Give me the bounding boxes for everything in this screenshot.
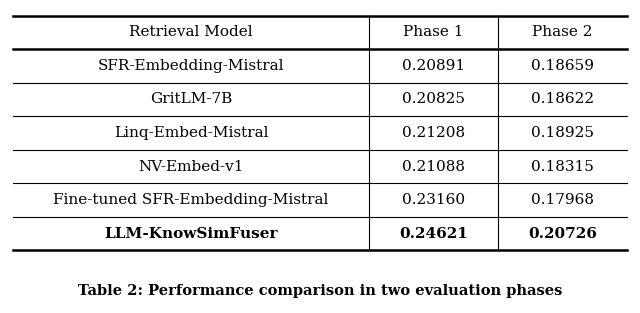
Text: GritLM-7B: GritLM-7B	[150, 92, 232, 106]
Text: LLM-KnowSimFuser: LLM-KnowSimFuser	[104, 227, 278, 241]
Text: 0.18315: 0.18315	[531, 160, 594, 174]
Text: Phase 2: Phase 2	[532, 25, 593, 39]
Text: 0.21208: 0.21208	[402, 126, 465, 140]
Text: Linq-Embed-Mistral: Linq-Embed-Mistral	[114, 126, 268, 140]
Text: Table 2: Performance comparison in two evaluation phases: Table 2: Performance comparison in two e…	[78, 284, 562, 298]
Text: 0.18659: 0.18659	[531, 59, 594, 73]
Text: 0.17968: 0.17968	[531, 193, 594, 207]
Text: SFR-Embedding-Mistral: SFR-Embedding-Mistral	[98, 59, 284, 73]
Text: 0.18925: 0.18925	[531, 126, 594, 140]
Text: 0.18622: 0.18622	[531, 92, 595, 106]
Text: 0.21088: 0.21088	[402, 160, 465, 174]
Text: 0.24621: 0.24621	[399, 227, 468, 241]
Text: Phase 1: Phase 1	[403, 25, 464, 39]
Text: 0.23160: 0.23160	[402, 193, 465, 207]
Text: Fine-tuned SFR-Embedding-Mistral: Fine-tuned SFR-Embedding-Mistral	[53, 193, 329, 207]
Text: 0.20825: 0.20825	[402, 92, 465, 106]
Text: NV-Embed-v1: NV-Embed-v1	[138, 160, 244, 174]
Text: Retrieval Model: Retrieval Model	[129, 25, 253, 39]
Text: 0.20726: 0.20726	[528, 227, 597, 241]
Text: 0.20891: 0.20891	[402, 59, 465, 73]
